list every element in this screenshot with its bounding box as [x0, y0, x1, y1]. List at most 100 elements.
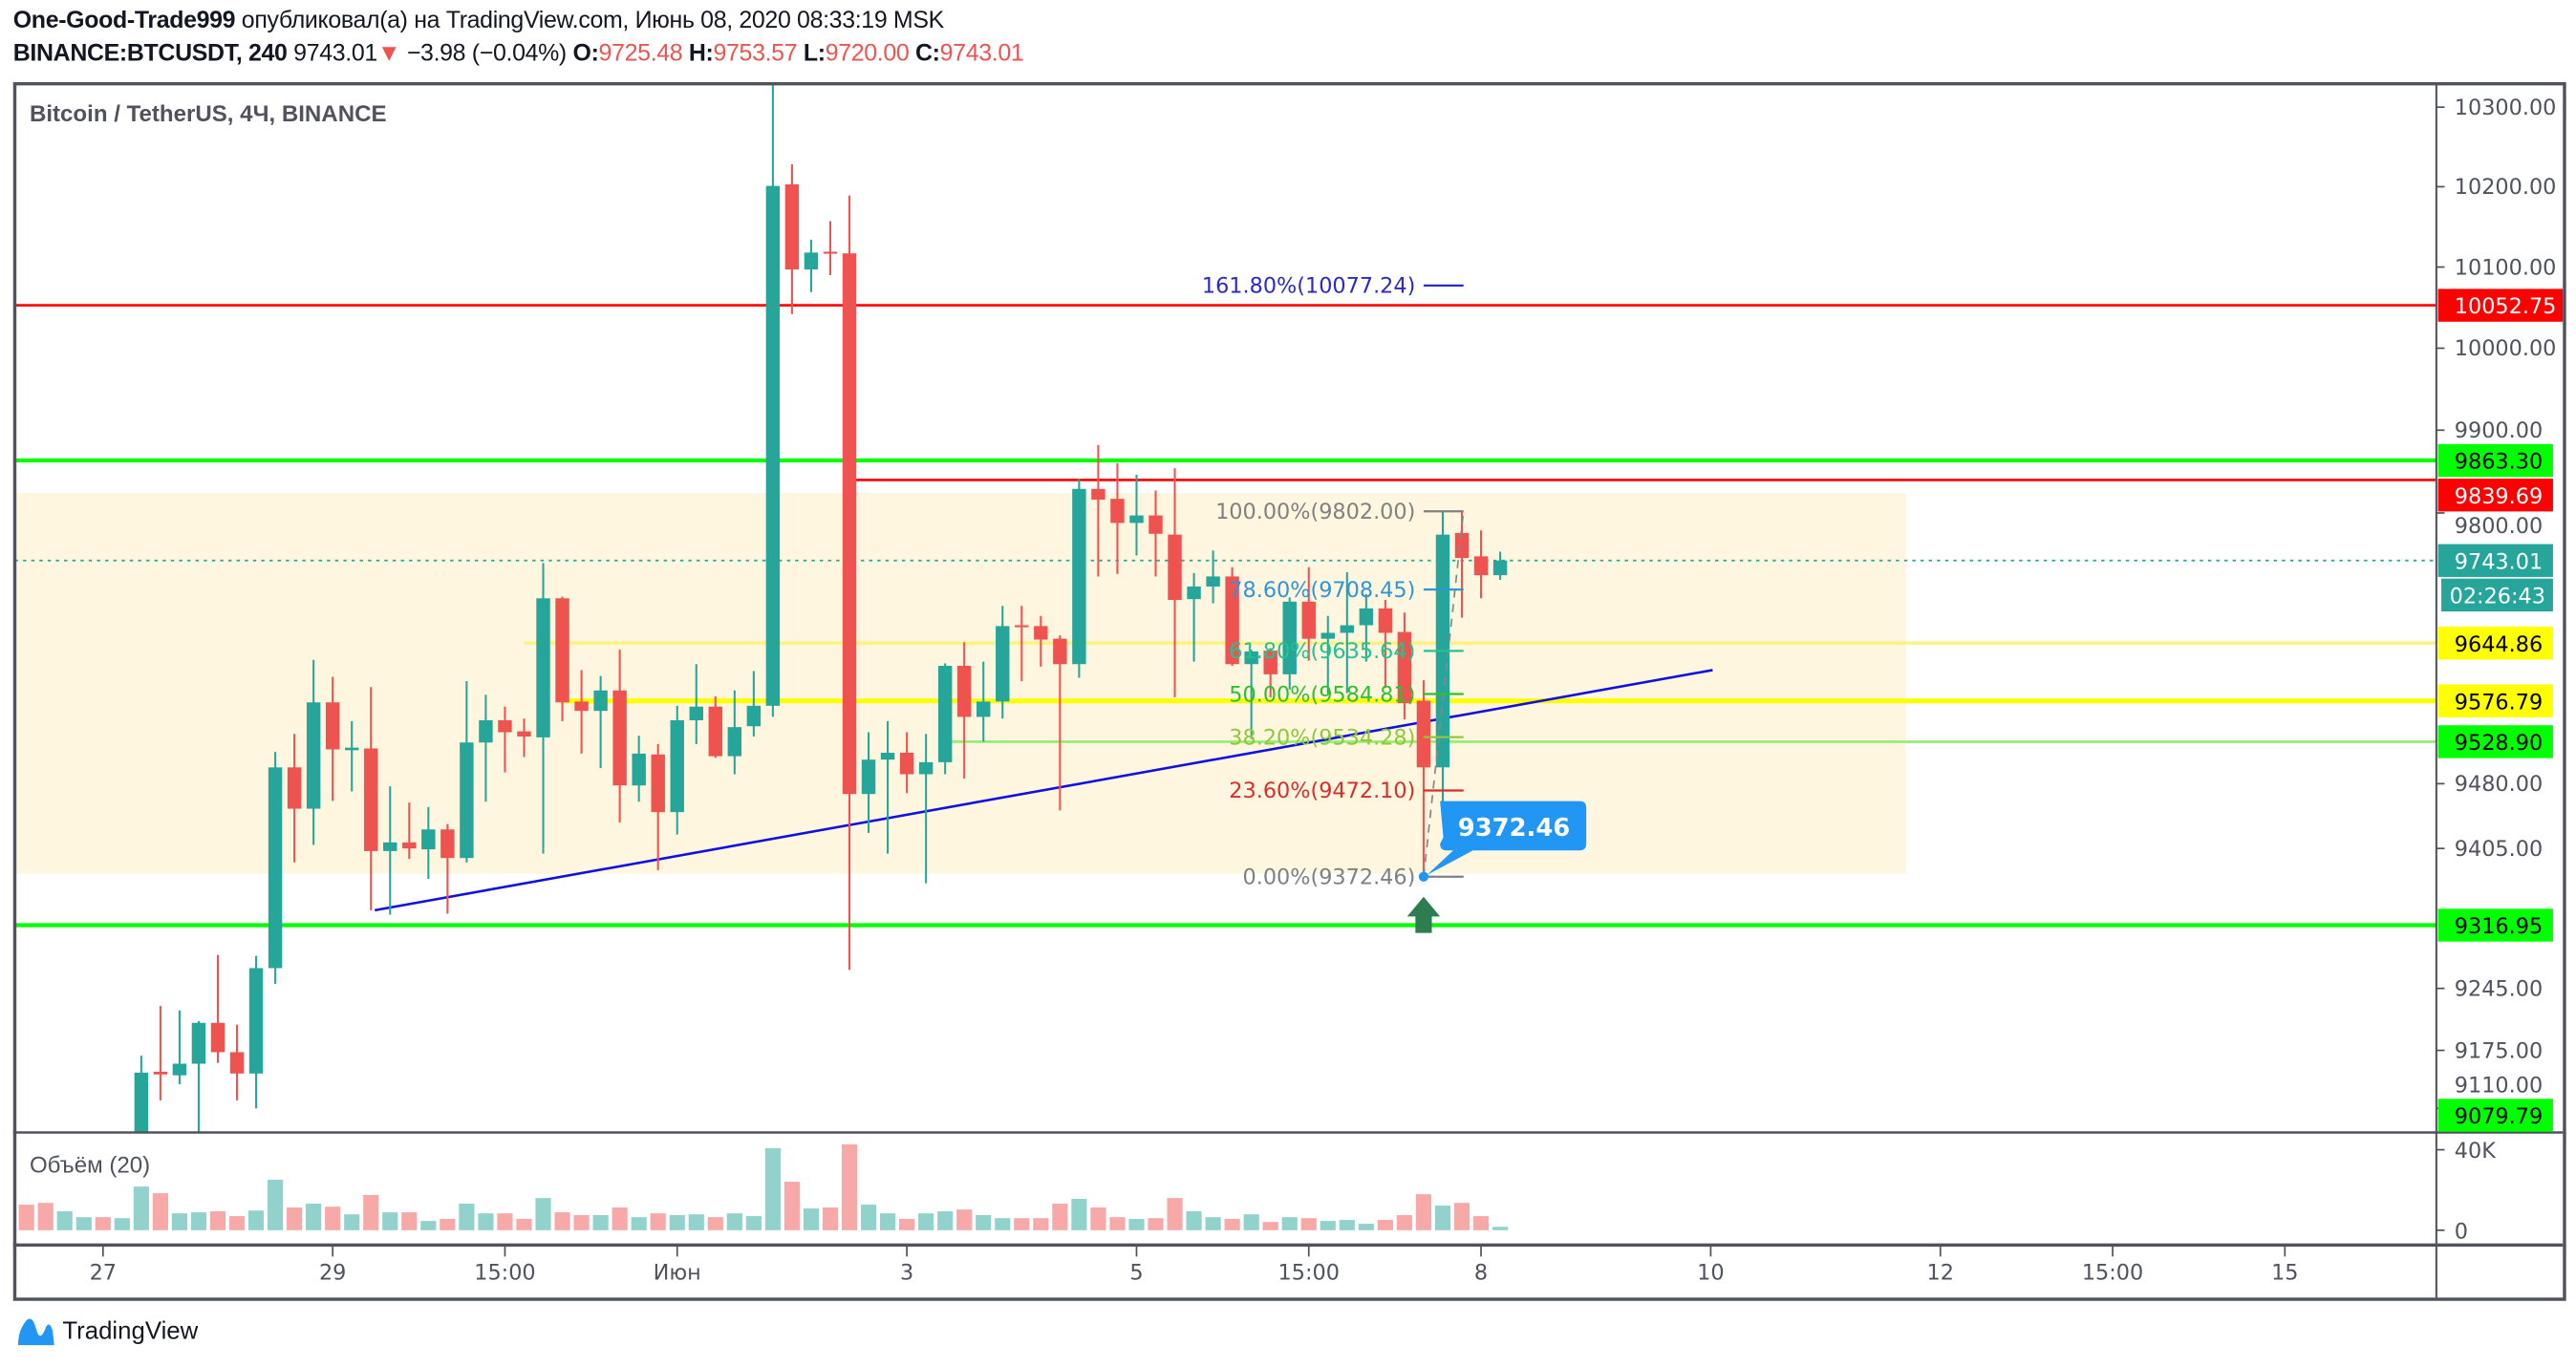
candle	[268, 752, 283, 985]
price-tick-label: 10200.00	[2455, 175, 2557, 200]
volume-tick-label: 40K	[2455, 1139, 2497, 1164]
series-legend[interactable]: Bitcoin / TetherUS, 4Ч, BINANCE	[29, 99, 387, 127]
candle-body	[440, 829, 455, 859]
candle-body	[574, 701, 589, 712]
price-tick-label: 10100.00	[2455, 255, 2557, 280]
candle-body	[956, 666, 972, 717]
volume-bar	[1186, 1211, 1202, 1230]
level-price-label-bg	[2437, 908, 2553, 942]
candle-body	[1187, 586, 1201, 600]
level-price-label-bg	[2437, 479, 2553, 512]
candle	[708, 696, 723, 758]
level-price-label-bg	[2437, 684, 2553, 717]
candle-body	[1282, 601, 1297, 674]
candle-body	[383, 842, 397, 851]
candle-body	[937, 666, 953, 762]
callout-anchor-dot[interactable]	[1418, 871, 1429, 882]
candle-body	[1378, 608, 1393, 633]
candle-body	[479, 720, 493, 743]
trend-line[interactable]	[375, 669, 1713, 912]
volume-bar	[573, 1215, 590, 1230]
candle	[440, 823, 455, 914]
open-value: 9725.48	[598, 40, 683, 68]
price-tick-label: 9405.00	[2455, 837, 2543, 862]
candle-body	[1034, 626, 1048, 640]
price-tick-label: 9110.00	[2455, 1073, 2543, 1098]
volume-bar	[995, 1218, 1011, 1230]
price-callout-box[interactable]	[1427, 801, 1587, 876]
bar-countdown: 02:26:43	[2450, 584, 2545, 609]
volume-bar	[171, 1213, 188, 1230]
volume-bar	[516, 1219, 532, 1230]
price-tick-label-group: 9900.00	[2455, 418, 2543, 443]
candle-body	[1473, 556, 1489, 576]
time-tick-label: 8	[1474, 1260, 1488, 1285]
volume-bar	[784, 1182, 800, 1230]
level-price-label: 9576.79	[2455, 690, 2543, 715]
candle-body	[134, 1072, 149, 1132]
chart-frame	[12, 81, 2566, 1301]
candle-body	[918, 761, 934, 775]
price-tick-label: 9480.00	[2455, 772, 2543, 797]
author-name[interactable]: One-Good-Trade999	[12, 8, 236, 35]
level-price-label-group: 9079.79	[2437, 1099, 2553, 1132]
volume-bar	[1128, 1219, 1145, 1230]
tradingview-brand[interactable]: TradingView	[16, 1314, 198, 1347]
candle-body	[1320, 632, 1336, 639]
candle	[536, 563, 550, 854]
time-tick-label: 27	[90, 1260, 117, 1285]
candle	[727, 690, 742, 775]
volume-bar	[1167, 1198, 1183, 1230]
candle	[670, 705, 684, 835]
candle	[383, 786, 397, 915]
level-price-label-group: 9863.30	[2437, 443, 2553, 478]
volume-bar	[1224, 1219, 1240, 1230]
price-tick-label: 10000.00	[2455, 336, 2557, 361]
candle	[956, 642, 972, 779]
candle-body	[708, 706, 723, 757]
candle	[977, 661, 991, 742]
candle	[153, 1006, 168, 1100]
candle	[784, 164, 800, 314]
candle	[555, 596, 569, 721]
volume-bar	[956, 1209, 973, 1230]
volume-bar	[631, 1217, 647, 1230]
fib-level-label: 38.20%(9534.28)	[1229, 725, 1415, 750]
candle	[823, 221, 838, 276]
volume-bar	[420, 1221, 437, 1230]
candle-body	[1129, 515, 1144, 523]
candle-body	[153, 1071, 168, 1075]
volume-bar	[1243, 1214, 1259, 1230]
volume-bar	[554, 1212, 570, 1230]
price-tick-label-group: 9245.00	[2455, 976, 2543, 1001]
candle	[1129, 474, 1144, 556]
volume-bar	[841, 1143, 858, 1230]
time-tick-label: 12	[1927, 1260, 1954, 1285]
time-tick-label: 10	[1697, 1260, 1724, 1285]
candle-body	[689, 706, 703, 721]
volume-legend[interactable]: Объём (20)	[29, 1151, 151, 1178]
volume-bar	[669, 1215, 685, 1230]
candle-body	[727, 727, 742, 757]
volume-bar	[937, 1211, 954, 1230]
fib-level-label: 100.00%(9802.00)	[1215, 500, 1415, 524]
time-tick-label: 15	[2271, 1260, 2298, 1285]
candle	[804, 239, 819, 292]
candle-body	[1168, 534, 1182, 601]
volume-bar	[612, 1207, 628, 1230]
candle-body	[517, 731, 531, 737]
volume-bar	[1090, 1207, 1106, 1230]
candle	[1187, 572, 1201, 662]
volume-bar	[1415, 1194, 1432, 1230]
candle	[689, 664, 703, 745]
candle	[210, 954, 225, 1063]
level-price-label: 9839.69	[2455, 484, 2543, 509]
fib-level-label: 50.00%(9584.81)	[1229, 682, 1415, 707]
candle	[1091, 444, 1106, 577]
price-tick-label-group: 9110.00	[2455, 1073, 2543, 1098]
level-price-label: 10052.75	[2455, 294, 2557, 319]
candle	[325, 676, 340, 801]
candle	[880, 720, 895, 854]
